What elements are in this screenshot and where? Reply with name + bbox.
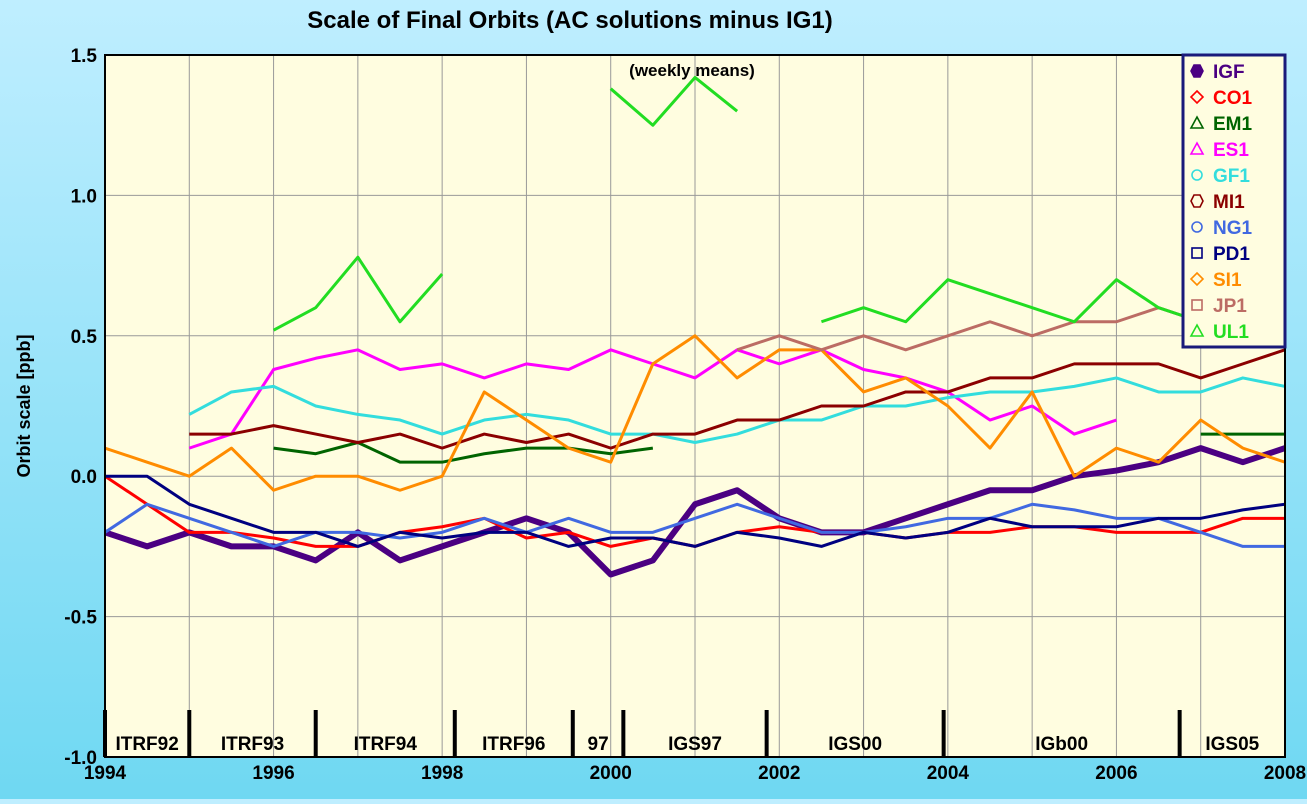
series-line [105, 474, 1285, 548]
series-line [609, 75, 739, 127]
legend-label: MI1 [1213, 192, 1245, 213]
frame-label: ITRF96 [482, 734, 545, 755]
series-line [188, 376, 1285, 445]
y-tick-label: 0.5 [71, 327, 98, 348]
legend-label: JP1 [1213, 296, 1247, 317]
frame-label: ITRF93 [221, 734, 284, 755]
annotation: (weekly means) [629, 61, 755, 80]
x-tick-label: 2008 [1264, 763, 1306, 784]
x-tick-label: 2000 [590, 763, 632, 784]
legend-label: EM1 [1213, 114, 1253, 135]
legend-label: NG1 [1213, 218, 1253, 239]
frame-label: ITRF94 [354, 734, 418, 755]
series-line [273, 441, 654, 464]
legend-label: ES1 [1213, 140, 1249, 161]
legend-marker [1189, 89, 1205, 105]
frame-label: IGS97 [668, 734, 722, 755]
frame-label: IGS00 [828, 734, 882, 755]
frame-label: ITRF92 [115, 734, 178, 755]
frame-label: 97 [588, 734, 609, 755]
legend-marker [1191, 247, 1203, 259]
series-line [105, 334, 1285, 492]
y-tick-label: 1.5 [71, 46, 98, 67]
y-tick-label: -1.0 [64, 748, 97, 769]
x-tick-label: 1996 [252, 763, 294, 784]
y-tick-label: 0.0 [71, 467, 97, 488]
frame-label: IGS05 [1205, 734, 1259, 755]
x-tick-label: 1994 [84, 763, 127, 784]
legend-marker [1191, 299, 1203, 311]
legend-marker [1189, 271, 1205, 287]
y-tick-label: -0.5 [64, 608, 97, 629]
series-line [189, 348, 1285, 450]
legend-marker [1189, 141, 1205, 155]
legend-marker [1189, 323, 1205, 337]
legend-marker [1189, 115, 1205, 129]
legend-label: UL1 [1213, 322, 1249, 343]
legend-label: SI1 [1213, 270, 1242, 291]
legend-marker [1190, 64, 1204, 78]
series-line [272, 255, 444, 332]
legend-label: CO1 [1213, 88, 1253, 109]
legend-marker [1190, 194, 1204, 208]
legend-marker [1191, 221, 1203, 233]
x-tick-label: 2004 [927, 763, 970, 784]
series-line [105, 445, 1285, 578]
axes-frame [104, 54, 1286, 758]
x-tick-label: 2006 [1095, 763, 1137, 784]
legend-marker [1191, 169, 1203, 181]
plot-lines [105, 75, 1285, 578]
frame-label: IGb00 [1035, 734, 1088, 755]
legend-label: PD1 [1213, 244, 1250, 265]
series-line [105, 502, 1285, 548]
series-line [820, 278, 1202, 324]
legend-label: IGF [1213, 62, 1245, 83]
chart-title: Scale of Final Orbits (AC solutions minu… [307, 7, 832, 34]
x-tick-label: 1998 [421, 763, 463, 784]
x-tick-label: 2002 [758, 763, 800, 784]
legend-label: GF1 [1213, 166, 1250, 187]
y-tick-label: 1.0 [71, 186, 97, 207]
y-axis-label: Orbit scale [ppb] [14, 334, 34, 477]
legend-box [1181, 53, 1287, 349]
